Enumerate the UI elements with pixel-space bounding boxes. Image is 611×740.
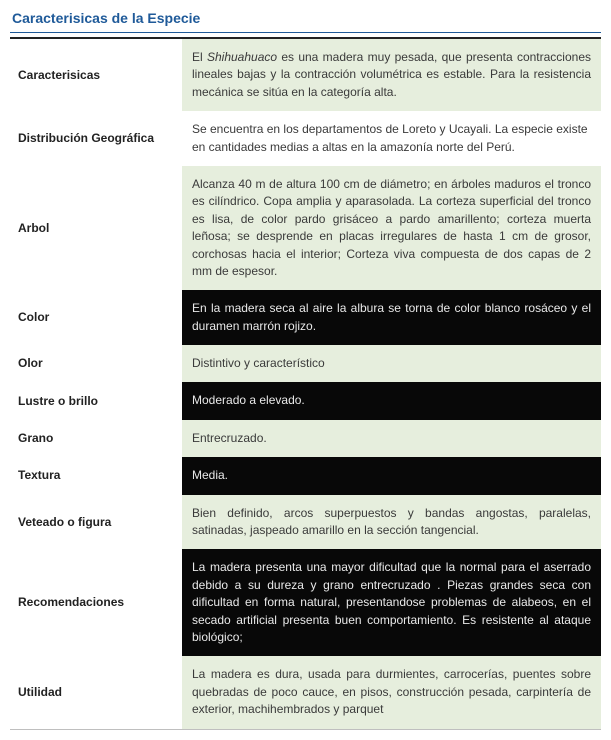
- table-row: ArbolAlcanza 40 m de altura 100 cm de di…: [10, 166, 601, 290]
- table-row: OlorDistintivo y característico: [10, 345, 601, 382]
- row-value: Moderado a elevado.: [182, 382, 601, 419]
- table-row: Lustre o brilloModerado a elevado.: [10, 382, 601, 419]
- species-sheet: Caracterisicas de la Especie Caracterisi…: [0, 0, 611, 740]
- row-label: Utilidad: [10, 656, 182, 728]
- row-label: Veteado o figura: [10, 495, 182, 550]
- row-label: Textura: [10, 457, 182, 494]
- row-label: Color: [10, 290, 182, 345]
- row-label: Grano: [10, 420, 182, 457]
- row-value: Se encuentra en los departamentos de Lor…: [182, 111, 601, 166]
- row-label: Arbol: [10, 166, 182, 290]
- row-label: Caracterisicas: [10, 39, 182, 111]
- value-text-italic: Shihuahuaco: [207, 50, 277, 64]
- row-label: Distribución Geográfica: [10, 111, 182, 166]
- row-label: Recomendaciones: [10, 549, 182, 656]
- row-label: Lustre o brillo: [10, 382, 182, 419]
- row-value: Distintivo y característico: [182, 345, 601, 382]
- species-characteristics-table: CaracterisicasEl Shihuahuaco es una made…: [10, 37, 601, 730]
- row-value: Entrecruzado.: [182, 420, 601, 457]
- row-value: En la madera seca al aire la albura se t…: [182, 290, 601, 345]
- row-value: Media.: [182, 457, 601, 494]
- table-row: CaracterisicasEl Shihuahuaco es una made…: [10, 39, 601, 111]
- section-title: Caracterisicas de la Especie: [10, 6, 601, 33]
- value-text-pre: El: [192, 50, 207, 64]
- table-row: RecomendacionesLa madera presenta una ma…: [10, 549, 601, 656]
- table-row: TexturaMedia.: [10, 457, 601, 494]
- row-value: La madera es dura, usada para durmientes…: [182, 656, 601, 728]
- table-row: GranoEntrecruzado.: [10, 420, 601, 457]
- table-row: ColorEn la madera seca al aire la albura…: [10, 290, 601, 345]
- row-value: Bien definido, arcos superpuestos y band…: [182, 495, 601, 550]
- table-row: Veteado o figuraBien definido, arcos sup…: [10, 495, 601, 550]
- row-value: El Shihuahuaco es una madera muy pesada,…: [182, 39, 601, 111]
- row-label: Olor: [10, 345, 182, 382]
- row-value: La madera presenta una mayor dificultad …: [182, 549, 601, 656]
- table-row: Distribución GeográficaSe encuentra en l…: [10, 111, 601, 166]
- table-row: UtilidadLa madera es dura, usada para du…: [10, 656, 601, 728]
- row-value: Alcanza 40 m de altura 100 cm de diámetr…: [182, 166, 601, 290]
